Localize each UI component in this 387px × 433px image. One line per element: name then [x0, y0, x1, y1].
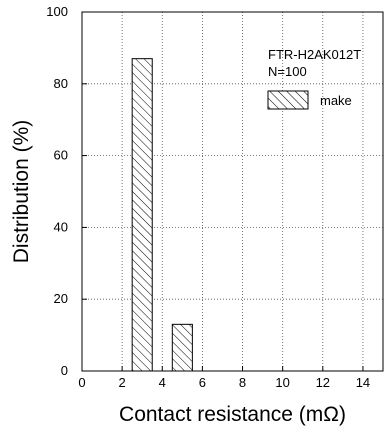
- annotation-sample: N=100: [268, 64, 307, 79]
- ticks: 0 2 4 6 8 10 12 14 0 20 40 60 80 100: [46, 4, 370, 390]
- legend-label-make: make: [320, 93, 352, 108]
- x-tick-label: 12: [316, 375, 330, 390]
- y-tick-label: 60: [54, 148, 68, 163]
- x-tick-label: 14: [356, 375, 370, 390]
- x-tick-label: 6: [199, 375, 206, 390]
- legend-swatch: [267, 90, 309, 110]
- x-tick-label: 10: [275, 375, 289, 390]
- x-tick-label: 8: [239, 375, 246, 390]
- y-tick-label: 20: [54, 291, 68, 306]
- bar: [131, 58, 153, 372]
- bar: [171, 323, 193, 372]
- annotation-model: FTR-H2AK012T: [268, 47, 361, 62]
- x-tick-label: 4: [159, 375, 166, 390]
- x-tick-label: 0: [78, 375, 85, 390]
- x-axis-label: Contact resistance (mΩ): [119, 403, 346, 426]
- plot-frame: [81, 11, 384, 372]
- bars: [131, 58, 193, 372]
- y-axis-label: Distribution (%): [10, 120, 33, 264]
- x-tick-label: 2: [119, 375, 126, 390]
- grid: [82, 12, 383, 371]
- y-tick-label: 0: [61, 363, 68, 378]
- y-tick-label: 40: [54, 219, 68, 234]
- y-tick-label: 80: [54, 76, 68, 91]
- y-tick-label: 100: [46, 4, 68, 19]
